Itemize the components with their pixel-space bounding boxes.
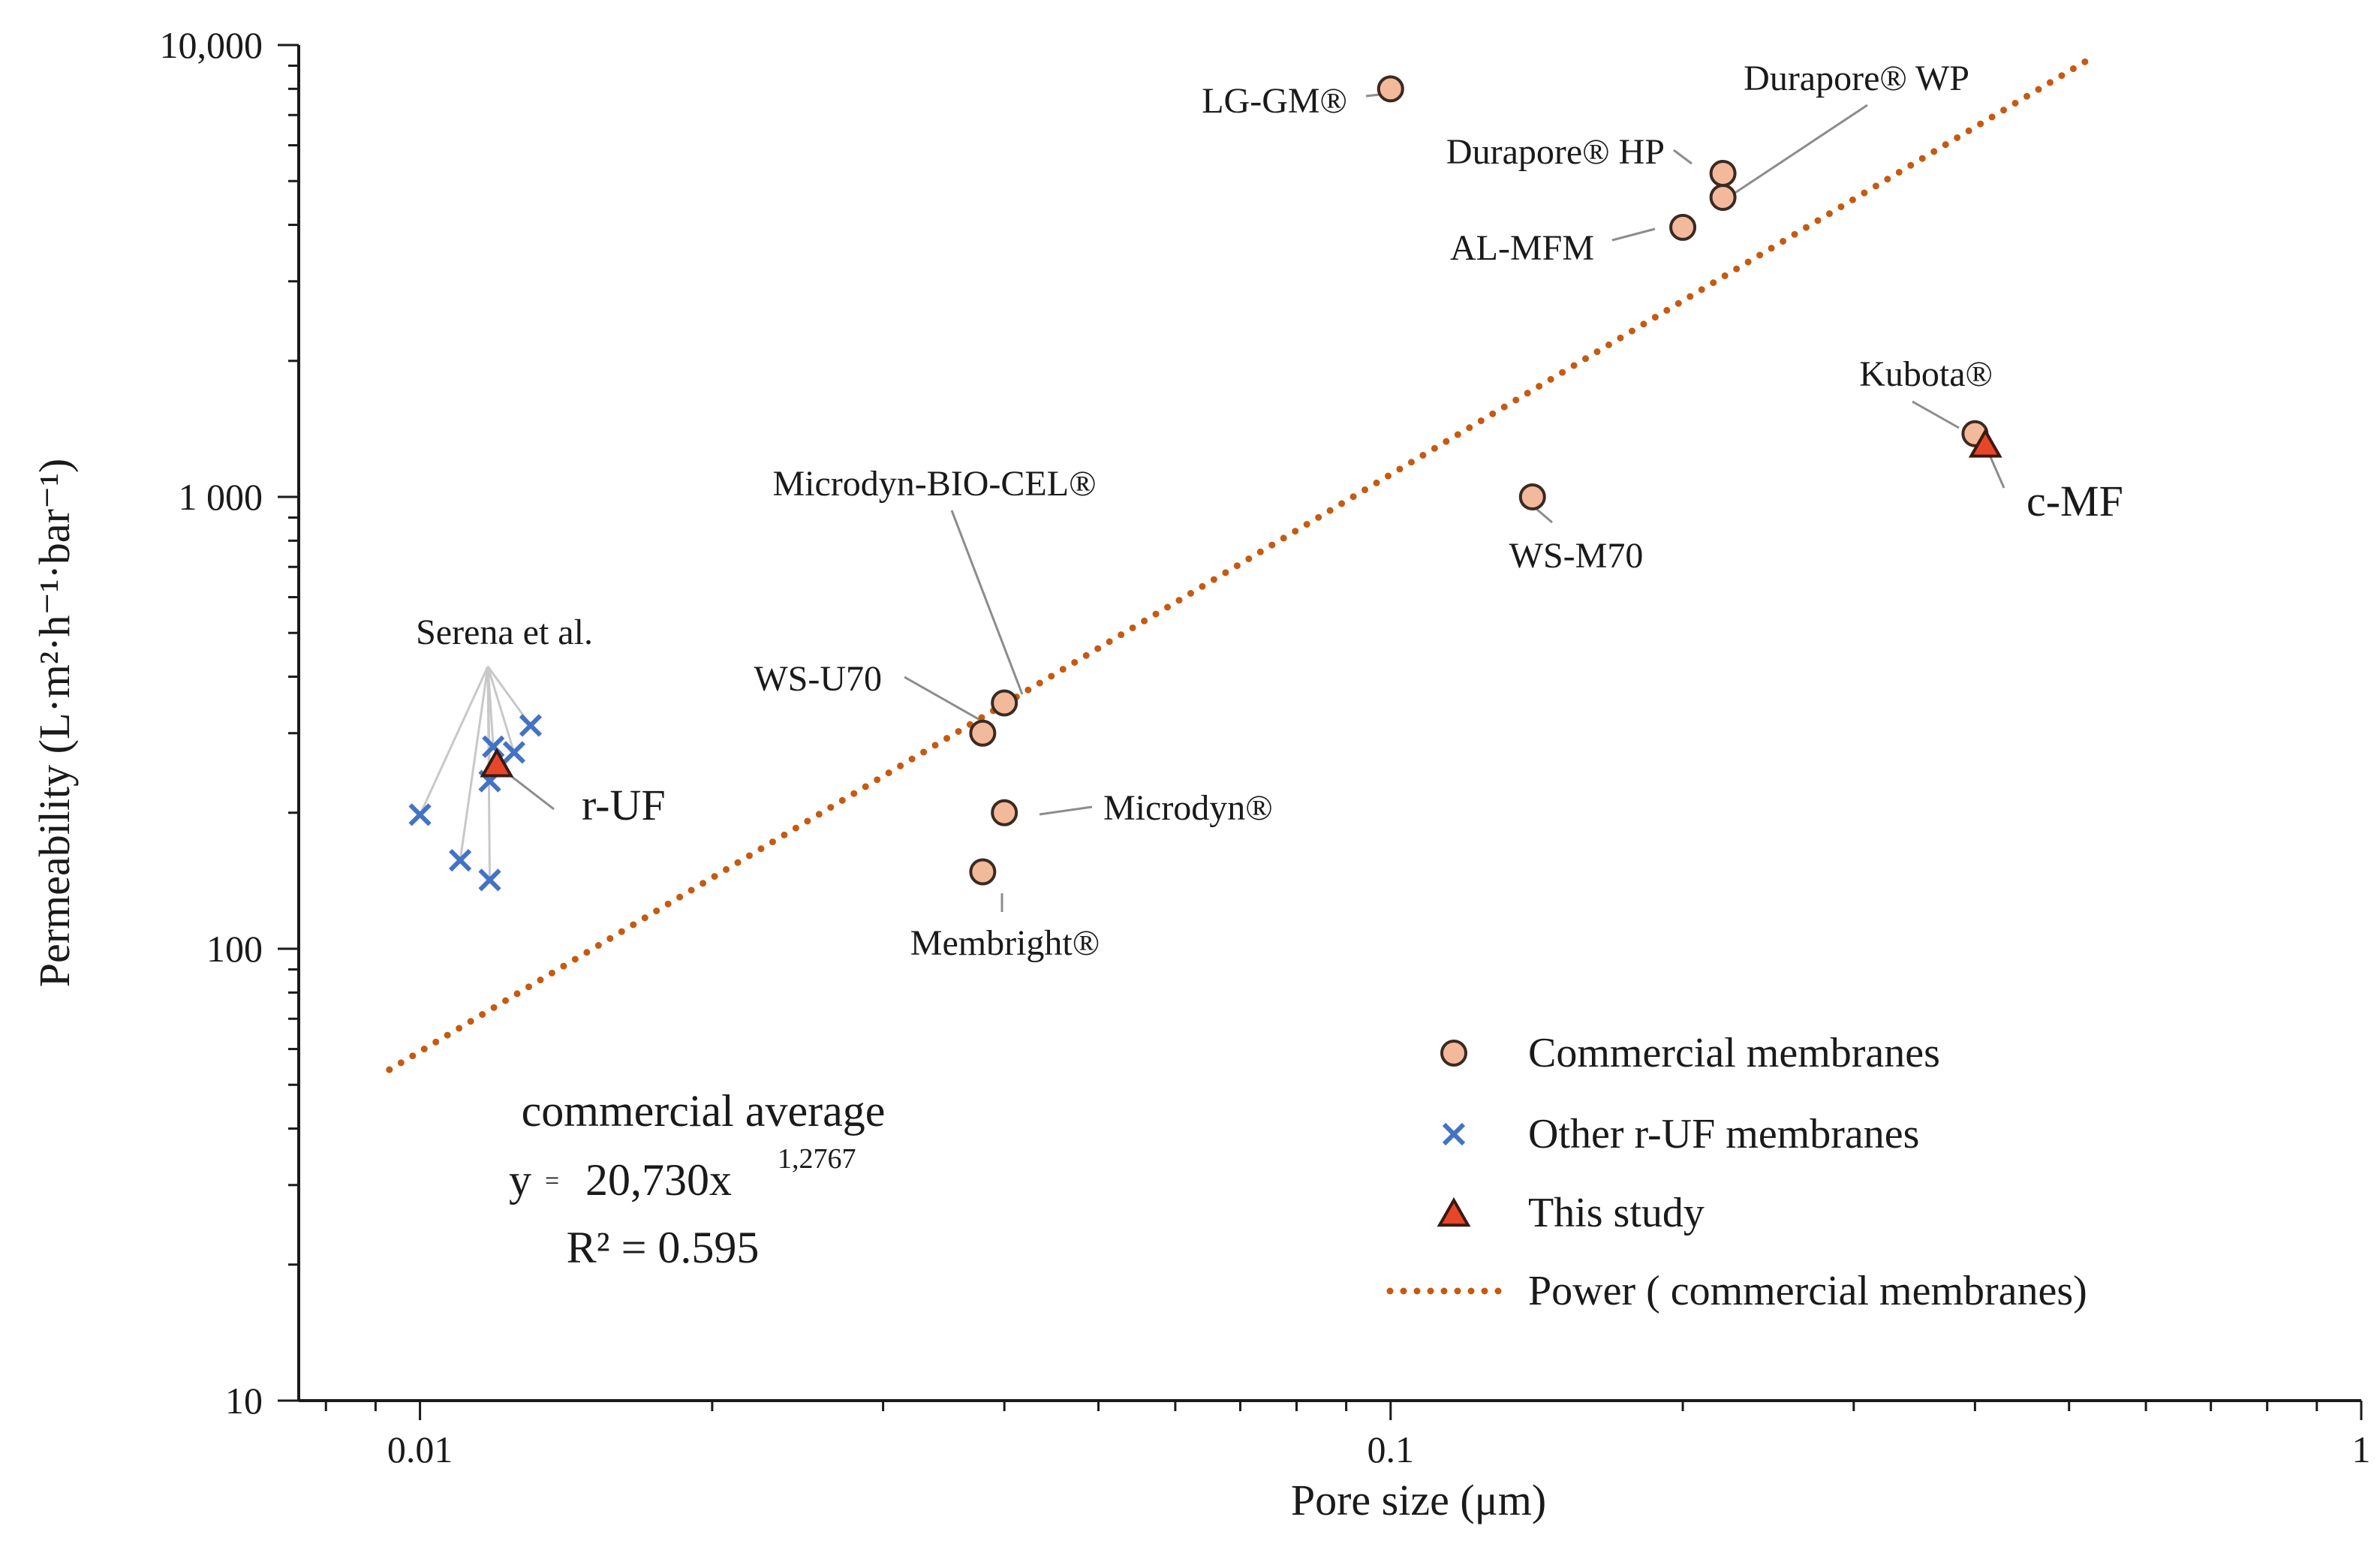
point-label: Durapore® HP (1446, 132, 1665, 172)
this-study-point (480, 748, 514, 778)
commercial-membrane-point (1377, 75, 1404, 103)
y-tick-label: 1 000 (179, 476, 263, 518)
other-r-uf-point (408, 803, 432, 826)
equation-title: commercial average (522, 1086, 886, 1136)
point-label: r-UF (582, 781, 666, 829)
point-label: Durapore® WP (1744, 59, 1969, 98)
other-r-uf-point (448, 848, 472, 872)
commercial-membrane-point (969, 719, 997, 747)
data-marks (386, 58, 2090, 1073)
y-tick-label: 10,000 (160, 24, 263, 66)
equation-r-squared: R² = 0.595 (567, 1223, 760, 1272)
point-label: Microdyn® (1103, 788, 1273, 828)
label-leader-line (1611, 227, 1656, 242)
legend-label: This study (1528, 1190, 1705, 1236)
label-leader-line (1039, 805, 1093, 816)
x-tick-label: 0.1 (1368, 1428, 1415, 1470)
this-study-point (1968, 428, 2002, 458)
point-label: WS-U70 (754, 659, 882, 699)
point-label: AL-MFM (1450, 228, 1594, 268)
other-r-uf-point (519, 714, 543, 737)
point-label: c-MF (2026, 477, 2123, 525)
y-tick-label: 100 (206, 928, 263, 970)
legend-label: Power ( commercial membranes) (1528, 1268, 2087, 1314)
equation-exponent: 1,2767 (778, 1143, 856, 1175)
legend-this-study-marker (1437, 1196, 1471, 1227)
legend: Commercial membranes Other r-UF membranes… (1386, 1030, 2087, 1314)
label-leader-line (1673, 149, 1692, 165)
point-label: Microdyn-BIO-CEL® (772, 464, 1096, 504)
label-leader-line (1733, 104, 1868, 195)
serena-leader-line (486, 666, 516, 753)
commercial-membrane-point (1518, 483, 1546, 510)
legend-commercial-marker (1440, 1040, 1467, 1067)
annotations: Serena et al. commercial average y = 20,730x… (416, 612, 885, 1272)
commercial-membrane-point (1709, 159, 1737, 187)
commercial-membrane-point (1669, 213, 1697, 241)
label-leader-line (950, 510, 1024, 695)
label-leader-line (904, 676, 988, 726)
legend-other-r-uf-marker (1442, 1122, 1466, 1146)
point-label: WS-M70 (1509, 536, 1644, 576)
other-r-uf-point (502, 741, 526, 764)
y-axis-title: Permeability (L·m²·h⁻¹·bar⁻¹) (30, 459, 79, 987)
serena-leader-line (419, 666, 489, 816)
point-labels: LG-GM® Durapore® HP Durapore® WP AL-MFM Kubo… (582, 59, 2123, 963)
point-label: Membright® (910, 923, 1100, 963)
serena-label: Serena et al. (416, 612, 593, 652)
serena-leader-line (486, 666, 495, 747)
y-tick-label: 10 (225, 1380, 263, 1422)
other-r-uf-point (478, 868, 501, 892)
commercial-membrane-point (991, 799, 1018, 826)
commercial-membrane-point (1709, 184, 1737, 212)
x-axis-title: Pore size (μm) (1291, 1476, 1546, 1524)
x-tick-label: 1 (2352, 1428, 2371, 1470)
power-trendline (386, 58, 2090, 1073)
commercial-membrane-point (991, 689, 1018, 717)
x-tick-label: 0.01 (387, 1428, 453, 1470)
legend-label: Other r-UF membranes (1528, 1111, 1919, 1157)
serena-leader-line (459, 666, 489, 861)
point-label: LG-GM® (1202, 81, 1347, 121)
equation-y: y (509, 1155, 531, 1205)
equation-equals: = (545, 1167, 559, 1195)
axes: 10 100 1 000 10,000 0.01 0.1 1 Pore size (μm) Pe… (30, 24, 2371, 1524)
legend-label: Commercial membranes (1528, 1030, 1940, 1076)
label-leader-line (1912, 400, 1960, 429)
point-label: Kubota® (1859, 354, 1993, 394)
equation-base: 20,730x (585, 1155, 732, 1205)
commercial-membrane-point (969, 858, 997, 886)
